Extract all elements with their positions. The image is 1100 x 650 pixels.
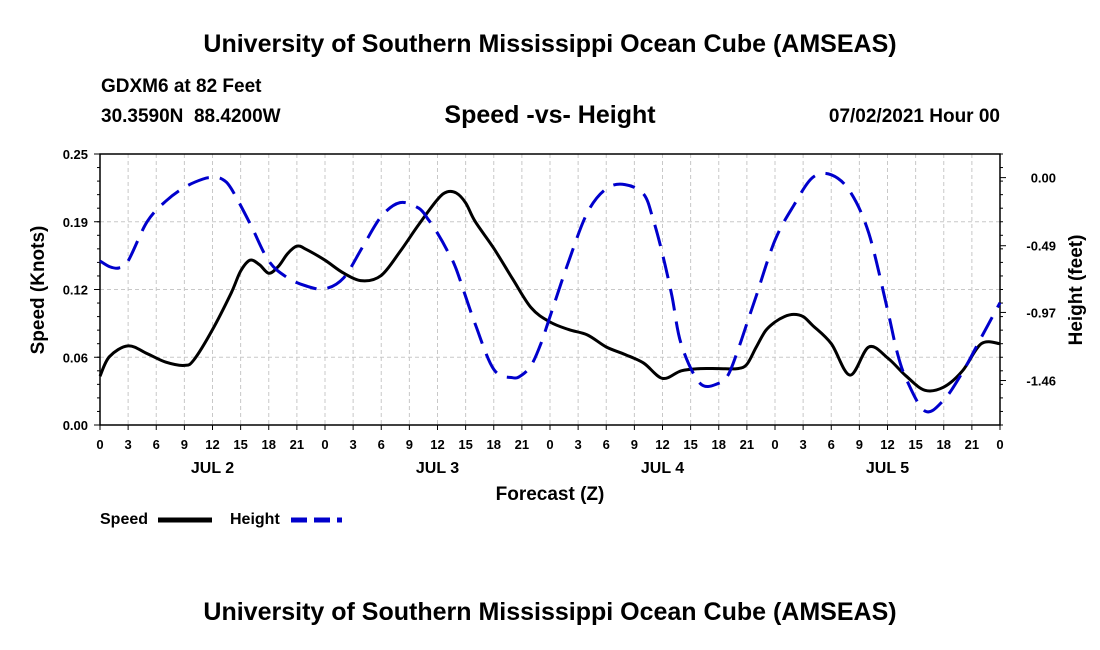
x-tick-label: 0 (771, 437, 778, 452)
axis-labels: Speed (Knots) Height (feet) Forecast (Z) (28, 226, 1087, 505)
x-tick-label: 9 (631, 437, 638, 452)
series-line-speed (98, 189, 1001, 393)
x-tick-label: 0 (546, 437, 553, 452)
chart-title: Speed -vs- Height (444, 101, 656, 129)
y-tick-label: 0.12 (63, 283, 88, 298)
x-tick-label: 6 (153, 437, 160, 452)
day-label: JUL 2 (191, 460, 234, 477)
y-tick-label: 0.00 (63, 418, 88, 433)
station-name: GDXM6 at 82 Feet (101, 76, 262, 97)
x-tick-label: 18 (262, 437, 276, 452)
x-tick-label: 9 (181, 437, 188, 452)
y2-tick-label: 0.00 (1031, 171, 1056, 186)
y-tick-label: 0.19 (63, 215, 88, 230)
x-tick-label: 0 (96, 437, 103, 452)
title-top: University of Southern Mississippi Ocean… (203, 30, 897, 58)
y-axis-label: Speed (Knots) (28, 226, 49, 355)
station-coordinates: 30.3590N 88.4200W (101, 106, 281, 127)
day-label: JUL 4 (641, 460, 684, 477)
title-bottom: University of Southern Mississippi Ocean… (203, 598, 897, 626)
x-tick-label: 15 (458, 437, 472, 452)
y2-axis-label: Height (feet) (1066, 235, 1087, 346)
x-tick-label: 15 (233, 437, 247, 452)
x-tick-label: 21 (290, 437, 304, 452)
x-tick-label: 3 (125, 437, 132, 452)
series-layer (98, 171, 1002, 414)
x-tick-label: 9 (856, 437, 863, 452)
x-tick-label: 9 (406, 437, 413, 452)
day-label: JUL 5 (866, 460, 909, 477)
y-tick-label: 0.25 (63, 147, 88, 162)
x-tick-label: 12 (430, 437, 444, 452)
y2-tick-label: -0.97 (1026, 305, 1056, 320)
x-tick-label: 12 (655, 437, 669, 452)
x-tick-label: 18 (487, 437, 501, 452)
plot-frame (99, 153, 1001, 426)
x-tick-label: 6 (603, 437, 610, 452)
x-tick-label: 3 (800, 437, 807, 452)
x-tick-label: 18 (937, 437, 951, 452)
day-label: JUL 3 (416, 460, 459, 477)
legend: Speed Height (100, 511, 342, 528)
x-tick-label: 3 (575, 437, 582, 452)
series-line-height (99, 171, 1002, 414)
x-tick-label: 0 (996, 437, 1003, 452)
x-axis-label: Forecast (Z) (496, 484, 605, 505)
x-tick-label: 3 (350, 437, 357, 452)
x-tick-label: 21 (515, 437, 529, 452)
axes: 0 3 6 9 12 15 18 21 0 3 6 9 12 15 18 21 0 3 6 9 12 15 18 21 0 3 6 9… (63, 147, 1056, 477)
legend-label-height: Height (230, 511, 280, 528)
legend-label-speed: Speed (100, 511, 148, 528)
y2-tick-label: -0.49 (1026, 239, 1056, 254)
x-tick-label: 12 (880, 437, 894, 452)
x-tick-label: 12 (205, 437, 219, 452)
forecast-datetime: 07/02/2021 Hour 00 (828, 106, 1000, 127)
grid (99, 153, 1001, 426)
y2-tick-label: -1.46 (1026, 374, 1056, 389)
x-tick-label: 21 (740, 437, 754, 452)
x-tick-label: 21 (965, 437, 979, 452)
x-tick-label: 6 (828, 437, 835, 452)
y-tick-label: 0.06 (63, 350, 88, 365)
x-tick-label: 6 (378, 437, 385, 452)
x-tick-label: 15 (908, 437, 922, 452)
x-tick-label: 15 (683, 437, 697, 452)
x-tick-label: 18 (712, 437, 726, 452)
x-tick-label: 0 (321, 437, 328, 452)
